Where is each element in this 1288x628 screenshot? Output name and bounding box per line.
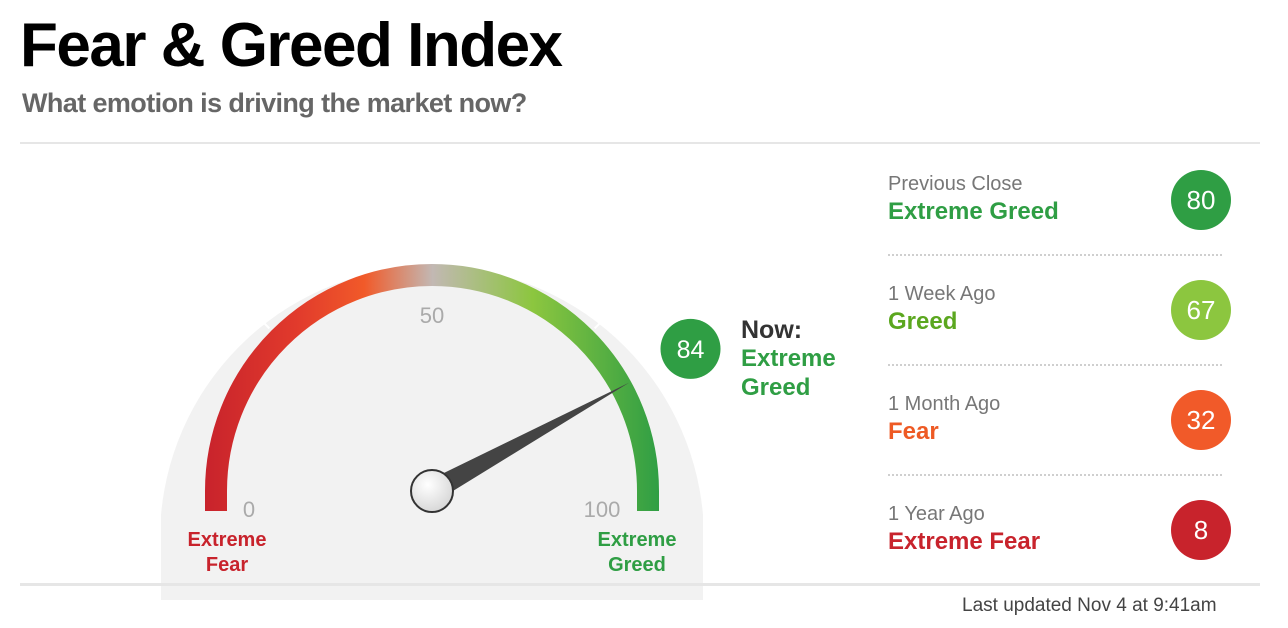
tick-label-max: 100 xyxy=(584,497,621,522)
now-value-badge-text: 84 xyxy=(677,336,705,364)
gauge-divider xyxy=(593,297,626,330)
fear-greed-gauge: 0 50 100 Extreme Fear Extreme Greed 84 xyxy=(161,219,721,600)
history-separator xyxy=(888,474,1222,476)
history-value-badge: 32 xyxy=(1171,390,1231,450)
page-title: Fear & Greed Index xyxy=(20,11,563,80)
min-label-line2: Fear xyxy=(206,554,248,576)
history-value-badge: 80 xyxy=(1171,170,1231,230)
history-rating: Extreme Greed xyxy=(888,198,1059,225)
gauge-background xyxy=(161,266,703,600)
last-updated: Last updated Nov 4 at 9:41am xyxy=(962,595,1217,616)
now-label: Now: xyxy=(741,316,803,344)
history-item: Previous Close Extreme Greed 80 xyxy=(888,170,1258,280)
history-label: 1 Month Ago xyxy=(888,393,1001,415)
tick-label-min: 0 xyxy=(243,497,255,522)
now-value-badge xyxy=(660,318,721,379)
gauge-dividers xyxy=(238,219,626,330)
history-item: 1 Month Ago Fear 32 xyxy=(888,390,1258,500)
min-label-line1: Extreme xyxy=(188,529,267,551)
history-label: 1 Week Ago xyxy=(888,283,996,305)
history-label: 1 Year Ago xyxy=(888,503,985,525)
history-separator xyxy=(888,254,1222,256)
history-label: Previous Close xyxy=(888,173,1023,195)
top-divider xyxy=(20,142,1260,144)
now-block: Now: Extreme Greed xyxy=(741,316,861,402)
max-label-line2: Greed xyxy=(608,554,666,576)
bottom-divider xyxy=(20,583,1260,586)
history-value-badge: 8 xyxy=(1171,500,1231,560)
tick-label-mid: 50 xyxy=(420,303,444,328)
gauge-arc xyxy=(205,264,659,511)
history-item: 1 Year Ago Extreme Fear 8 xyxy=(888,500,1258,610)
history-value-badge: 67 xyxy=(1171,280,1231,340)
now-rating: Extreme Greed xyxy=(741,345,836,401)
page-subtitle: What emotion is driving the market now? xyxy=(22,88,527,118)
history-item: 1 Week Ago Greed 67 xyxy=(888,280,1258,390)
history-rating: Greed xyxy=(888,308,958,335)
gauge-divider xyxy=(238,297,271,330)
history-separator xyxy=(888,364,1222,366)
history-rating: Extreme Fear xyxy=(888,528,1041,555)
history-rating: Fear xyxy=(888,418,939,445)
gauge-needle-hub xyxy=(410,469,454,513)
max-label-line1: Extreme xyxy=(598,529,677,551)
gauge-needle xyxy=(426,382,630,501)
